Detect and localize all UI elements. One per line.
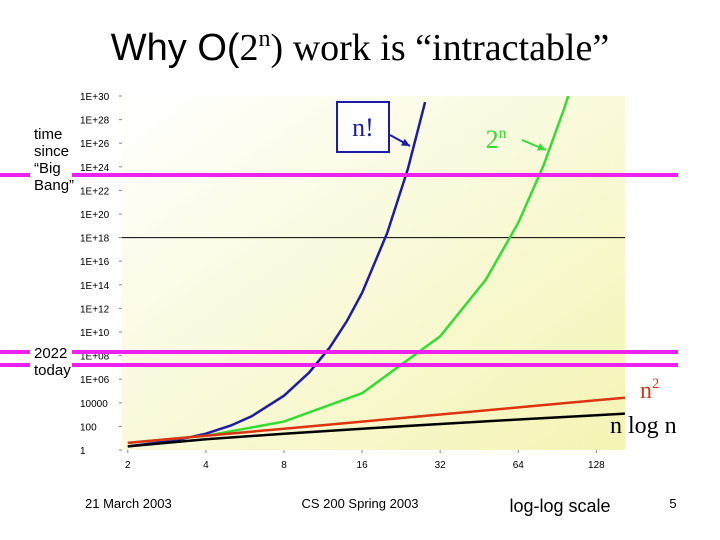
series-annotation: 2n <box>486 125 507 154</box>
reference-label: since <box>34 143 69 160</box>
reference-label: today <box>34 362 71 379</box>
y-tick-label: 1E+30 <box>80 92 110 103</box>
y-tick-label: 1E+12 <box>80 304 110 315</box>
series-annotation: n log n <box>610 413 677 439</box>
x-tick-label: 8 <box>281 460 287 471</box>
arrow-head <box>537 143 546 151</box>
x-tick-label: 2 <box>125 460 131 471</box>
y-tick-label: 1E+22 <box>80 186 110 197</box>
reference-label: time <box>34 126 62 143</box>
series-annotation: n2 <box>640 376 659 404</box>
reference-label: Bang” <box>34 177 74 194</box>
series-annotation: n! <box>352 113 374 142</box>
y-tick-label: 1E+08 <box>80 352 110 363</box>
y-tick-label: 1E+20 <box>80 210 110 221</box>
page-number: 5 <box>669 496 676 511</box>
x-tick-label: 4 <box>203 460 209 471</box>
annotation-sup: 2 <box>652 376 659 392</box>
y-tick-label: 1E+14 <box>80 281 110 292</box>
series-line <box>127 101 427 448</box>
annotation-text: n! <box>352 113 374 142</box>
label-backdrop <box>30 344 72 381</box>
annotation-text: 2 <box>486 125 499 154</box>
y-tick-label: 10000 <box>80 399 108 410</box>
reference-label: “Big <box>34 160 61 177</box>
title-text: 2 <box>240 27 259 69</box>
annotation-box <box>336 101 390 153</box>
y-tick-label: 1E+28 <box>80 116 110 127</box>
title-text: ) work is “intractable” <box>271 27 610 69</box>
title-text: n <box>259 26 271 52</box>
y-tick-label: 1E+16 <box>80 257 110 268</box>
y-tick-label: 1E+26 <box>80 139 110 150</box>
y-tick-label: 100 <box>80 422 97 433</box>
annotation-sup: n <box>499 125 507 142</box>
footer-course: CS 200 Spring 2003 <box>301 496 418 511</box>
series-line <box>127 412 625 448</box>
y-tick-label: 1E+18 <box>80 234 110 245</box>
x-tick-label: 128 <box>588 460 605 471</box>
footer-date: 21 March 2003 <box>85 496 172 511</box>
series-group <box>127 96 625 448</box>
title-text: Why O( <box>111 27 240 69</box>
series-line <box>127 96 570 445</box>
annotation-text: n <box>640 378 652 404</box>
y-tick-label: 1E+24 <box>80 163 110 174</box>
x-tick-label: 32 <box>435 460 447 471</box>
plot: 1 100 10000 1E+06 1E+08 1E+10 1E+12 1E+14 1E+16 1… <box>80 92 625 471</box>
arrow-head <box>401 138 410 146</box>
plot-area <box>122 96 625 450</box>
series-line <box>127 396 625 445</box>
slide-title: Why O(2n) work is “intractable” <box>111 26 609 69</box>
y-tick-label: 1E+06 <box>80 375 110 386</box>
label-backdrop <box>30 124 72 194</box>
annotation-text: n log n <box>610 413 677 439</box>
y-tick-label: 1 <box>80 446 86 457</box>
reference-label: 2022 <box>34 345 67 362</box>
x-tick-label: 64 <box>513 460 525 471</box>
y-tick-label: 1E+10 <box>80 328 110 339</box>
footer-note: log-log scale <box>509 496 610 516</box>
x-tick-label: 16 <box>357 460 369 471</box>
